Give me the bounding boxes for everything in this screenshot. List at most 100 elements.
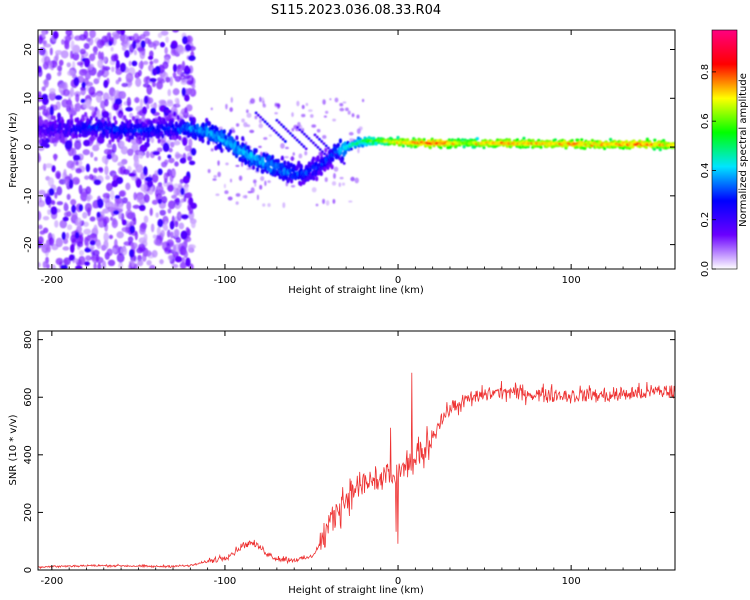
spectrogram-cell xyxy=(172,88,180,96)
spectrogram-y-tick-label: 10 xyxy=(23,92,34,105)
spectrogram-cell xyxy=(220,148,224,153)
spectrogram-cell xyxy=(241,157,245,163)
spectrogram-cell xyxy=(96,211,101,218)
spectrogram-cell xyxy=(129,225,135,234)
spectrogram-cell xyxy=(178,222,185,230)
spectrogram-cell xyxy=(353,145,358,149)
spectrogram-cell xyxy=(165,123,169,128)
spectrogram-cell xyxy=(153,238,160,246)
spectrogram-cell xyxy=(121,44,127,51)
spectrogram-cell xyxy=(114,194,121,200)
spectrogram-cell xyxy=(100,51,104,61)
spectrogram-cell xyxy=(293,136,297,140)
spectrogram-cell xyxy=(106,248,113,257)
spectrogram-cell xyxy=(351,113,355,118)
spectrogram-cell xyxy=(291,112,294,117)
spectrogram-cell xyxy=(249,129,255,134)
spectrogram-cell xyxy=(210,107,213,111)
spectrogram-cell xyxy=(50,206,58,215)
spectrogram-cell xyxy=(129,112,134,118)
spectrogram-cell xyxy=(161,133,165,139)
spectrogram-cell xyxy=(145,150,150,159)
spectrogram-cell xyxy=(94,156,98,162)
spectrogram-cell xyxy=(297,140,301,144)
spectrogram-cell xyxy=(70,40,75,51)
spectrogram-cell xyxy=(300,130,304,134)
snr-y-label: SNR (10 * v/v) xyxy=(8,414,19,485)
spectrogram-cell xyxy=(164,247,169,252)
spectrogram-cell xyxy=(38,65,42,73)
spectrogram-cell xyxy=(261,118,265,121)
spectrogram-cell xyxy=(89,135,96,142)
spectrogram-cell xyxy=(162,142,170,152)
spectrogram-cell xyxy=(280,155,284,161)
spectrogram-cell xyxy=(103,79,109,89)
spectrogram-cell xyxy=(131,260,135,268)
spectrogram-cell xyxy=(343,149,348,155)
spectrogram-cell xyxy=(39,230,46,235)
spectrogram-cell xyxy=(192,120,196,126)
spectrogram-cell xyxy=(62,216,69,222)
spectrogram-cell xyxy=(144,250,152,257)
spectrogram-cell xyxy=(78,255,86,266)
spectrogram-cell xyxy=(267,203,271,208)
spectrogram-cell xyxy=(180,214,189,220)
spectrogram-cell xyxy=(282,125,286,129)
spectrogram-cell xyxy=(88,53,96,62)
spectrogram-cell xyxy=(439,145,443,150)
spectrogram-cell xyxy=(180,79,188,85)
spectrogram-cell xyxy=(162,61,169,69)
spectrogram-cell xyxy=(322,98,326,105)
spectrogram-y-label: Frequency (Hz) xyxy=(8,112,19,188)
spectrogram-cell xyxy=(131,115,135,121)
spectrogram-cell xyxy=(184,185,189,193)
spectrogram-cell xyxy=(38,106,43,111)
spectrogram-cell xyxy=(172,63,177,73)
spectrogram-cell xyxy=(68,254,75,261)
spectrogram-cell xyxy=(537,138,541,143)
spectrogram-cell xyxy=(336,142,341,148)
spectrogram-cell xyxy=(113,89,121,100)
spectrogram-cell xyxy=(45,163,53,169)
spectrogram-cell xyxy=(333,173,336,179)
spectrogram-cell xyxy=(139,49,146,60)
spectrogram-cell xyxy=(325,154,329,158)
spectrogram-cell xyxy=(105,202,112,208)
spectrogram-cell xyxy=(84,71,91,80)
spectrogram-cell xyxy=(258,145,262,149)
spectrogram-cell xyxy=(143,233,148,242)
spectrogram-cell xyxy=(180,71,185,78)
spectrogram-cell xyxy=(331,151,335,154)
spectrogram-cell xyxy=(38,224,43,230)
spectrogram-cell xyxy=(116,252,125,263)
spectrogram-cell xyxy=(75,168,82,174)
spectrogram-cell xyxy=(263,137,268,140)
spectrogram-cell xyxy=(101,111,110,119)
spectrogram-cell xyxy=(314,143,318,147)
spectrogram-cell xyxy=(119,140,125,148)
spectrogram-cell xyxy=(134,72,140,79)
spectrogram-cell xyxy=(342,162,346,165)
snr-plot-area xyxy=(38,372,675,570)
spectrogram-cell xyxy=(82,211,88,219)
spectrogram-cell xyxy=(168,147,173,153)
spectrogram-cell xyxy=(90,151,94,158)
spectrogram-cell xyxy=(175,197,181,206)
spectrogram-cell xyxy=(188,160,196,166)
spectrogram-cell xyxy=(139,98,143,109)
spectrogram-cell xyxy=(75,265,83,269)
spectrogram-cell xyxy=(85,163,91,173)
spectrogram-cell xyxy=(103,239,109,250)
snr-y-tick-label: 200 xyxy=(23,503,34,522)
spectrogram-cell xyxy=(251,165,256,170)
spectrogram-cell xyxy=(323,115,327,118)
spectrogram-cell xyxy=(173,186,177,197)
spectrogram-cell xyxy=(328,159,332,165)
spectrogram-cell xyxy=(41,30,46,38)
spectrogram-cell xyxy=(135,114,140,120)
spectrogram-cell xyxy=(146,104,150,110)
spectrogram-cell xyxy=(140,40,146,49)
spectrogram-cell xyxy=(43,56,51,65)
spectrogram-cell xyxy=(104,165,109,176)
spectrogram-cell xyxy=(290,156,294,162)
